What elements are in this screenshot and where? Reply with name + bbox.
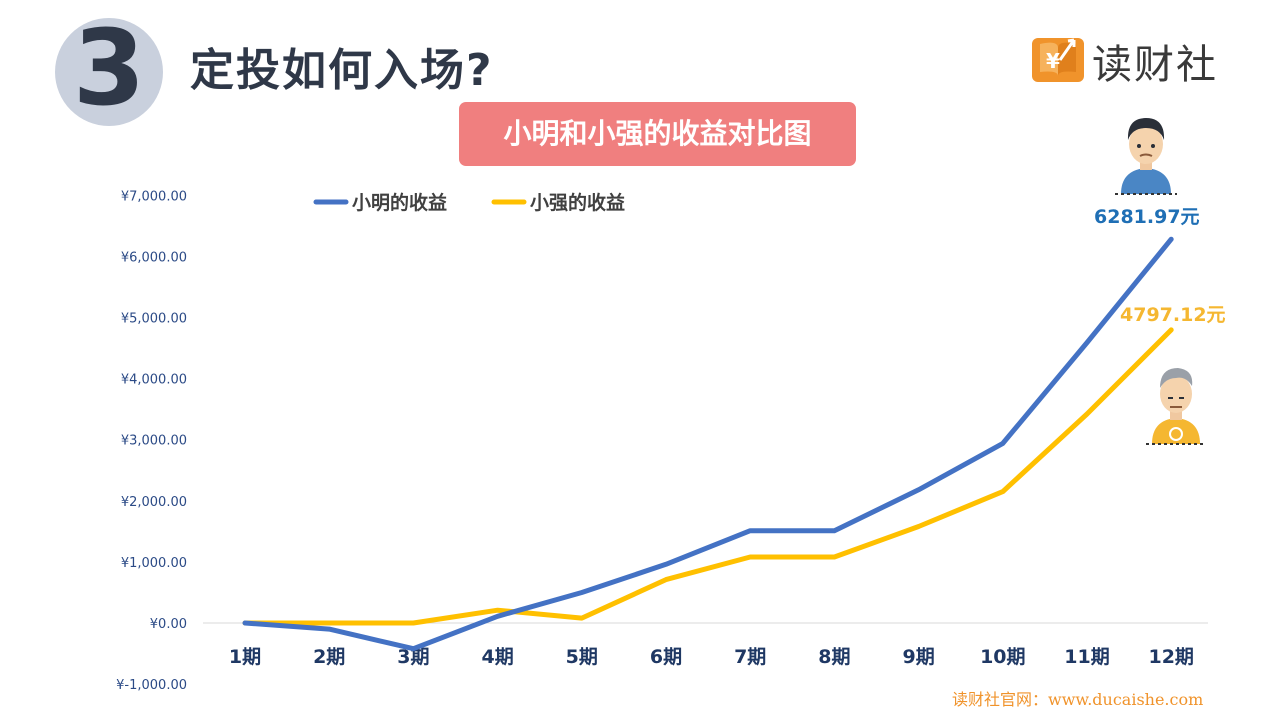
xiaoming-final-value: 6281.97元 bbox=[1094, 206, 1200, 228]
page-title: 定投如何入场? bbox=[190, 45, 494, 96]
x-tick-label: 4期 bbox=[481, 646, 513, 668]
x-tick-label: 6期 bbox=[650, 646, 682, 668]
brand-name: 读财社 bbox=[1092, 42, 1218, 88]
x-tick-label: 11期 bbox=[1064, 646, 1109, 668]
x-tick-label: 3期 bbox=[397, 646, 429, 668]
chart-title: 小明和小强的收益对比图 bbox=[503, 117, 812, 150]
y-tick-label: ¥0.00 bbox=[150, 617, 187, 632]
section-number: 3 bbox=[72, 7, 146, 129]
svg-text:¥: ¥ bbox=[1046, 49, 1060, 73]
legend-label: 小强的收益 bbox=[530, 191, 625, 214]
y-tick-label: ¥2,000.00 bbox=[121, 495, 187, 510]
x-tick-label: 1期 bbox=[229, 646, 261, 668]
y-tick-label: ¥1,000.00 bbox=[121, 556, 187, 571]
y-tick-label: ¥4,000.00 bbox=[121, 373, 187, 388]
legend-label: 小明的收益 bbox=[352, 191, 447, 214]
x-tick-label: 2期 bbox=[313, 646, 345, 668]
xiaoqiang-series-line bbox=[242, 327, 1174, 626]
young-man-avatar-icon bbox=[1115, 118, 1177, 195]
y-tick-label: ¥3,000.00 bbox=[121, 434, 187, 449]
y-tick-label: ¥7,000.00 bbox=[121, 189, 187, 204]
xiaoqiang-final-value: 4797.12元 bbox=[1120, 304, 1226, 326]
section-number-badge bbox=[55, 18, 163, 126]
x-tick-label: 9期 bbox=[902, 646, 934, 668]
y-tick-label: ¥-1,000.00 bbox=[116, 678, 187, 693]
y-tick-label: ¥6,000.00 bbox=[121, 250, 187, 265]
chart-title-box: 小明和小强的收益对比图 bbox=[459, 102, 856, 166]
y-tick-label: ¥5,000.00 bbox=[121, 312, 187, 327]
x-tick-label: 7期 bbox=[734, 646, 766, 668]
watermark: 读财社官网：www.ducaishe.com bbox=[952, 690, 1204, 709]
brand-logo: ¥ 读财社 bbox=[1030, 28, 1240, 92]
book-yuan-arrow-icon: ¥ bbox=[1032, 38, 1084, 82]
x-tick-label: 5期 bbox=[566, 646, 598, 668]
xiaoming-series-line bbox=[242, 236, 1174, 652]
older-man-avatar-icon bbox=[1146, 368, 1206, 445]
x-tick-label: 8期 bbox=[818, 646, 850, 668]
x-tick-label: 12期 bbox=[1148, 646, 1193, 668]
x-tick-label: 10期 bbox=[980, 646, 1025, 668]
